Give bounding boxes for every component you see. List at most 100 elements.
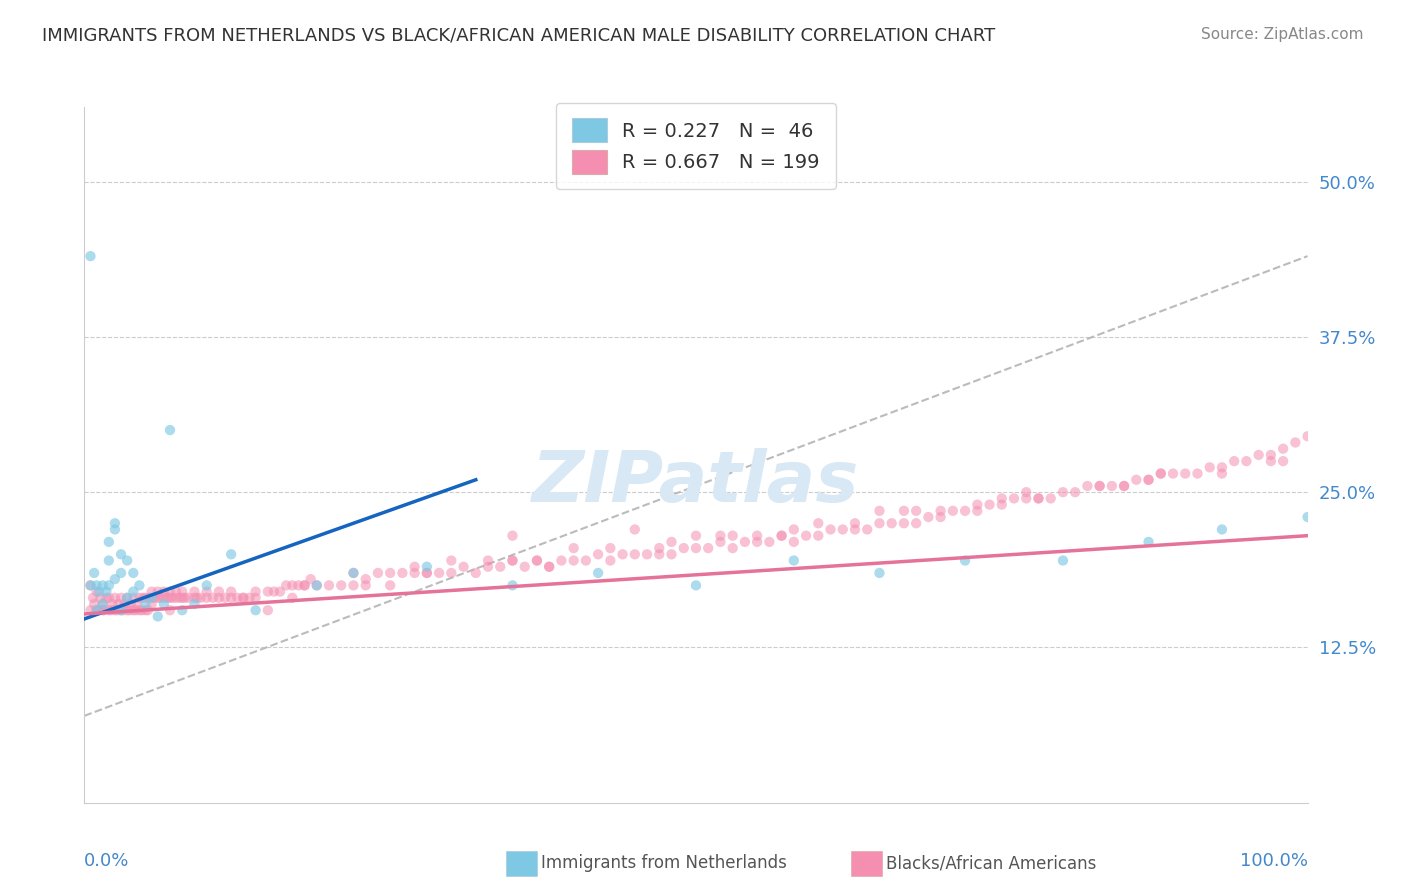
Point <box>172 591 194 605</box>
Point <box>758 534 780 549</box>
Point <box>219 591 242 605</box>
Point <box>232 591 254 605</box>
Point <box>146 584 169 599</box>
Point <box>929 510 952 524</box>
Point <box>226 591 249 605</box>
Point <box>132 591 155 605</box>
Point <box>101 597 124 611</box>
Point <box>86 584 108 599</box>
Point <box>276 578 298 592</box>
Point <box>747 529 769 543</box>
Point <box>186 591 208 605</box>
Point <box>416 566 439 580</box>
Point <box>416 566 439 580</box>
Point <box>97 603 120 617</box>
Point <box>208 591 231 605</box>
Point <box>1260 454 1282 468</box>
Point <box>79 578 101 592</box>
Point <box>141 591 163 605</box>
Point <box>122 591 145 605</box>
Point <box>79 578 101 592</box>
Point <box>770 529 793 543</box>
Point <box>1101 479 1123 493</box>
Point <box>1076 479 1098 493</box>
Point <box>195 584 218 599</box>
Point <box>1052 485 1074 500</box>
Point <box>1150 467 1173 481</box>
Point <box>1211 467 1233 481</box>
Point <box>1114 479 1136 493</box>
Point <box>91 603 114 617</box>
Point <box>104 523 127 537</box>
Point <box>1247 448 1270 462</box>
Point <box>612 547 634 561</box>
Point <box>880 516 903 531</box>
Point <box>562 553 585 567</box>
Point <box>893 516 915 531</box>
Point <box>79 249 101 263</box>
Point <box>1187 467 1209 481</box>
Point <box>783 534 806 549</box>
Point <box>624 523 647 537</box>
Point <box>115 603 138 617</box>
Point <box>721 541 744 555</box>
Point <box>143 591 166 605</box>
Point <box>416 559 439 574</box>
Point <box>195 578 218 592</box>
Point <box>869 504 891 518</box>
Point <box>138 591 160 605</box>
Point <box>82 591 104 605</box>
Point <box>869 566 891 580</box>
Text: Source: ZipAtlas.com: Source: ZipAtlas.com <box>1201 27 1364 42</box>
Point <box>1150 467 1173 481</box>
Point <box>661 534 683 549</box>
Point <box>115 591 138 605</box>
Point <box>146 609 169 624</box>
Point <box>661 547 683 561</box>
Point <box>648 547 671 561</box>
Point <box>159 423 181 437</box>
Point <box>110 603 132 617</box>
Point <box>979 498 1001 512</box>
Point <box>172 603 194 617</box>
Point <box>86 603 108 617</box>
Point <box>125 603 148 617</box>
Point <box>1002 491 1025 506</box>
Point <box>697 541 720 555</box>
Point <box>734 534 756 549</box>
Point <box>104 603 127 617</box>
Point <box>120 597 142 611</box>
Point <box>156 591 179 605</box>
Point <box>232 591 254 605</box>
Point <box>1137 473 1160 487</box>
Point <box>318 578 340 592</box>
Point <box>1296 510 1319 524</box>
Point <box>1028 491 1050 506</box>
Point <box>502 529 524 543</box>
Point <box>79 603 101 617</box>
Point <box>342 566 364 580</box>
Point <box>165 584 187 599</box>
Point <box>214 591 236 605</box>
Point <box>783 523 806 537</box>
Point <box>1236 454 1258 468</box>
Point <box>97 578 120 592</box>
Point <box>1211 523 1233 537</box>
Point <box>586 566 609 580</box>
Point <box>330 578 353 592</box>
Point <box>86 603 108 617</box>
Point <box>91 597 114 611</box>
Point <box>208 584 231 599</box>
Legend: R = 0.227   N =  46, R = 0.667   N = 199: R = 0.227 N = 46, R = 0.667 N = 199 <box>557 103 835 189</box>
Point <box>100 603 122 617</box>
Point <box>844 523 866 537</box>
Point <box>575 553 598 567</box>
Text: Immigrants from Netherlands: Immigrants from Netherlands <box>541 855 787 872</box>
Point <box>367 566 389 580</box>
Point <box>917 510 939 524</box>
Point <box>747 534 769 549</box>
Point <box>305 578 328 592</box>
Point <box>305 578 328 592</box>
Point <box>153 597 176 611</box>
Point <box>427 566 450 580</box>
